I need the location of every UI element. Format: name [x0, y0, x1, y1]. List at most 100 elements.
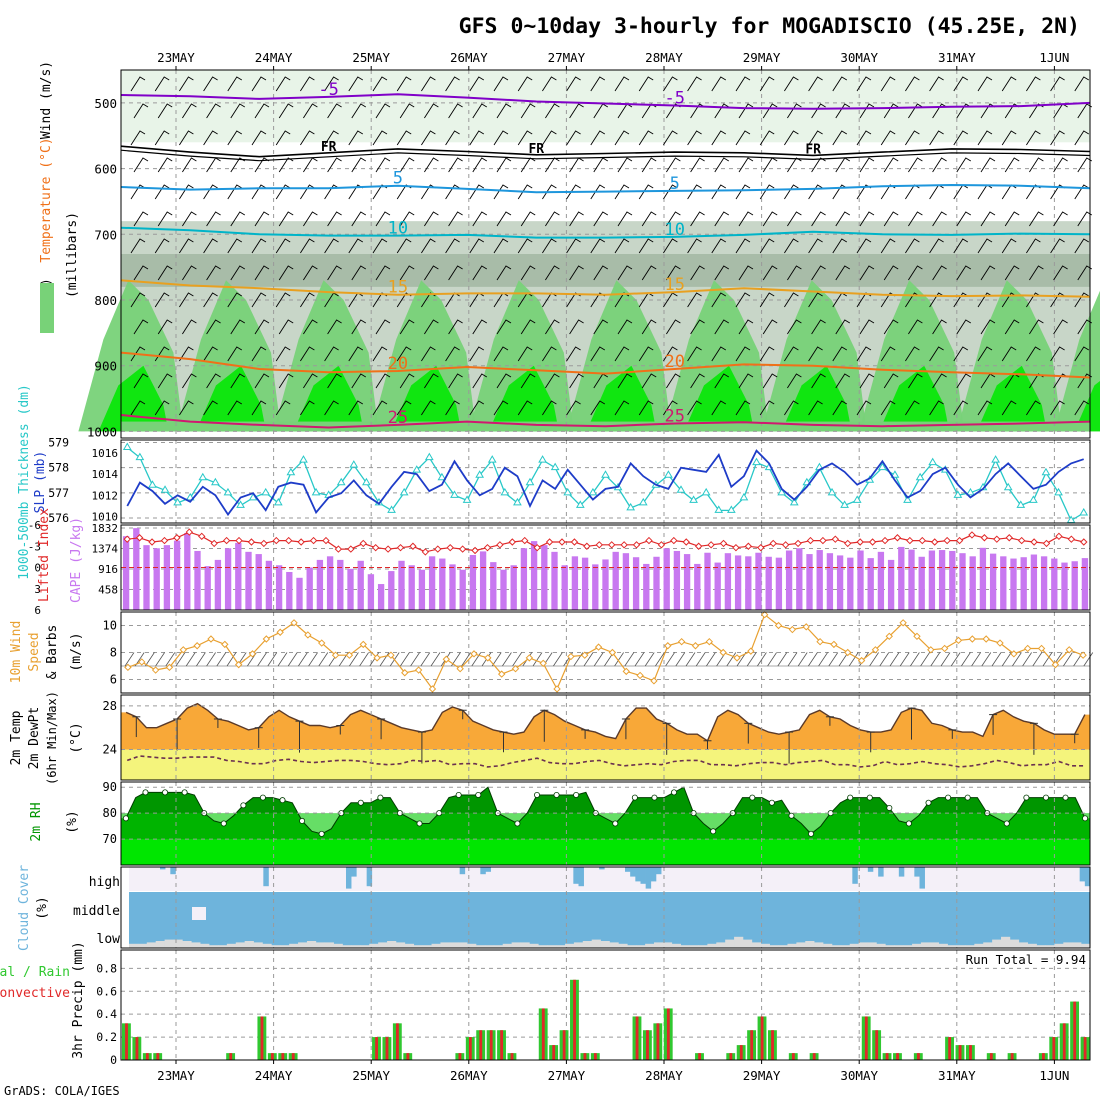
- low-cloud-bar: [200, 943, 210, 948]
- wind-barb: [182, 157, 197, 173]
- wind-speed-point: [927, 646, 935, 654]
- wind-barb: [251, 292, 267, 308]
- wind-barb: [520, 319, 536, 335]
- wind-barb: [735, 238, 751, 254]
- wind-barb: [275, 292, 291, 308]
- cape-bar: [459, 569, 466, 610]
- wind-speed-point: [788, 625, 797, 634]
- wind-barb: [1026, 76, 1041, 92]
- date-label: 29MAY: [743, 50, 781, 65]
- thickness-point: [789, 497, 799, 506]
- wind-barb: [227, 238, 243, 254]
- wind-barb: [614, 346, 630, 362]
- low-cloud-bar: [369, 943, 379, 948]
- thickness-point: [148, 480, 157, 488]
- cape-bar: [388, 571, 395, 610]
- date-label: 1JUN: [1039, 50, 1069, 65]
- cape-bar: [745, 556, 752, 610]
- rh-point: [1042, 794, 1049, 801]
- low-cloud-bar: [476, 945, 486, 948]
- wind-speed-point: [691, 642, 700, 650]
- wind-barb: [327, 211, 342, 227]
- cape-bar: [724, 553, 732, 610]
- wind-speed-point: [636, 671, 644, 680]
- surface-wind-barb: [706, 652, 716, 667]
- wind-barb: [590, 238, 606, 254]
- wind-barb: [542, 400, 557, 416]
- low-cloud-bar: [769, 945, 779, 948]
- low-cloud-bar: [796, 942, 806, 948]
- li-point: [322, 536, 330, 545]
- li-point: [508, 538, 517, 546]
- wind-speed-point: [456, 664, 464, 673]
- precip-convective-bar: [562, 1030, 566, 1060]
- wind-barb: [448, 103, 463, 119]
- slp-tick-label: 1012: [92, 489, 119, 502]
- slp-thickness-panel: 576 577 578 579 1010 1012 1014 1016 1000-500mb T…: [17, 384, 1091, 580]
- high-cloud-bar: [867, 867, 874, 872]
- precip-convective-bar: [510, 1053, 514, 1060]
- low-cloud-bar: [413, 945, 423, 948]
- precip-convective-bar: [385, 1037, 389, 1060]
- li-point: [272, 536, 280, 545]
- thickness-point: [689, 495, 698, 503]
- cape-bar: [918, 556, 925, 610]
- wind-barb: [977, 400, 993, 416]
- wind-barb: [472, 103, 488, 119]
- rh-point: [514, 820, 521, 827]
- temp-unit-label: (°C): [69, 722, 84, 753]
- precip-convective-bar: [739, 1045, 743, 1060]
- rh-bright-region: [293, 365, 364, 432]
- wind-barb: [762, 265, 778, 281]
- thickness-point: [387, 505, 396, 513]
- wind-barb: [372, 400, 388, 416]
- low-cloud-bar: [449, 942, 459, 948]
- low-cloud-bar: [129, 943, 139, 948]
- wind-barb: [1050, 238, 1065, 254]
- wind-barb: [227, 400, 243, 416]
- wind-barb: [1026, 400, 1041, 416]
- surface-wind-barb: [287, 652, 298, 667]
- li-point: [545, 538, 554, 546]
- wind-barb: [278, 319, 294, 335]
- wind-speed-point: [954, 636, 963, 645]
- panel-background: [121, 950, 1090, 1060]
- wind-barb: [980, 211, 996, 227]
- thickness-point: [852, 495, 862, 503]
- wind-speed-point: [318, 639, 326, 647]
- wind-barb: [372, 130, 388, 146]
- precip-convective-bar: [500, 1030, 504, 1060]
- li-point: [483, 543, 492, 552]
- wind-barb: [182, 211, 197, 227]
- wind-speed-point: [608, 648, 617, 657]
- wind-barb: [154, 184, 170, 200]
- cape-bar: [571, 556, 579, 610]
- wind-barb: [953, 400, 969, 416]
- low-cloud-bar: [885, 945, 895, 948]
- wind-barb: [832, 130, 848, 146]
- thickness-point: [1016, 500, 1026, 508]
- thickness-point: [601, 470, 610, 478]
- surface-wind-barb: [583, 652, 594, 667]
- wind-barb: [275, 184, 291, 200]
- surface-wind-barb: [400, 652, 410, 667]
- rh-point: [631, 794, 638, 801]
- wind-barb: [566, 130, 581, 146]
- low-cloud-bar: [1081, 943, 1091, 948]
- low-cloud-bar: [858, 942, 868, 948]
- cape-bar: [337, 559, 344, 610]
- wind-barb: [738, 211, 754, 227]
- rh-point: [162, 789, 169, 796]
- wind-barb: [520, 211, 536, 227]
- li-axis-title: Lifted Index: [37, 508, 52, 602]
- wind-barb: [324, 400, 339, 416]
- cape-bar: [541, 545, 548, 610]
- surface-wind-barb: [226, 652, 237, 667]
- thickness-point: [877, 462, 887, 471]
- wind-barb: [472, 319, 488, 335]
- rh-point: [357, 799, 364, 806]
- wind-barb: [448, 373, 463, 389]
- wind-barb: [179, 400, 194, 416]
- wind-barb: [566, 400, 581, 416]
- precip-convective-bar: [729, 1053, 733, 1060]
